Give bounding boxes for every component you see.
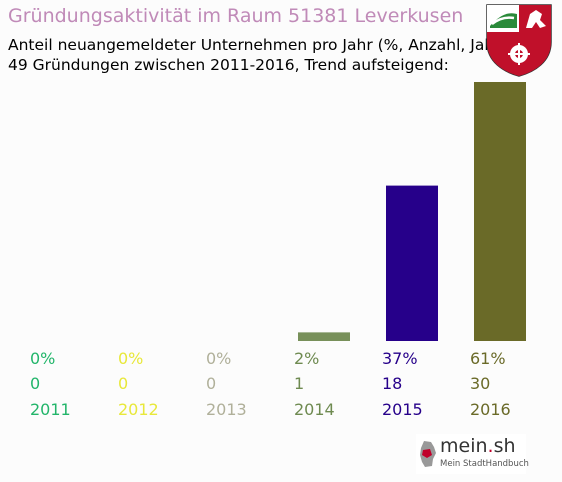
bar-2016 [474, 82, 526, 341]
percent-label-2014: 2% [294, 349, 319, 368]
year-label-2012: 2012 [118, 400, 159, 419]
logo-tld: sh [493, 435, 516, 457]
year-label-2013: 2013 [206, 400, 247, 419]
year-label-2015: 2015 [382, 400, 423, 419]
count-label-2014: 1 [294, 374, 304, 393]
chart-summary: 49 Gründungen zwischen 2011-2016, Trend … [8, 56, 449, 74]
count-label-2015: 18 [382, 374, 402, 393]
year-label-2011: 2011 [30, 400, 71, 419]
logo-tagline: Mein StadtHandbuch [440, 459, 529, 469]
bar-2014 [298, 332, 350, 341]
count-label-2011: 0 [30, 374, 40, 393]
chart-subtitle: Anteil neuangemeldeter Unternehmen pro J… [8, 36, 507, 54]
bar-2015 [386, 185, 438, 341]
year-label-2016: 2016 [470, 400, 511, 419]
germany-map-icon [420, 441, 436, 467]
year-label-2014: 2014 [294, 400, 335, 419]
percent-label-2013: 0% [206, 349, 231, 368]
count-label-2016: 30 [470, 374, 490, 393]
nrw-coat-of-arms-icon [486, 4, 552, 77]
percent-label-2015: 37% [382, 349, 418, 368]
percent-label-2011: 0% [30, 349, 55, 368]
chart-title: Gründungsaktivität im Raum 51381 Leverku… [8, 5, 464, 27]
logo-name: mein [440, 435, 488, 457]
percent-label-2016: 61% [470, 349, 506, 368]
count-label-2012: 0 [118, 374, 128, 393]
percent-label-2012: 0% [118, 349, 143, 368]
mein-sh-logo: mein.sh Mein StadtHandbuch [416, 434, 529, 474]
logo-dot: . [487, 435, 494, 457]
count-label-2013: 0 [206, 374, 216, 393]
